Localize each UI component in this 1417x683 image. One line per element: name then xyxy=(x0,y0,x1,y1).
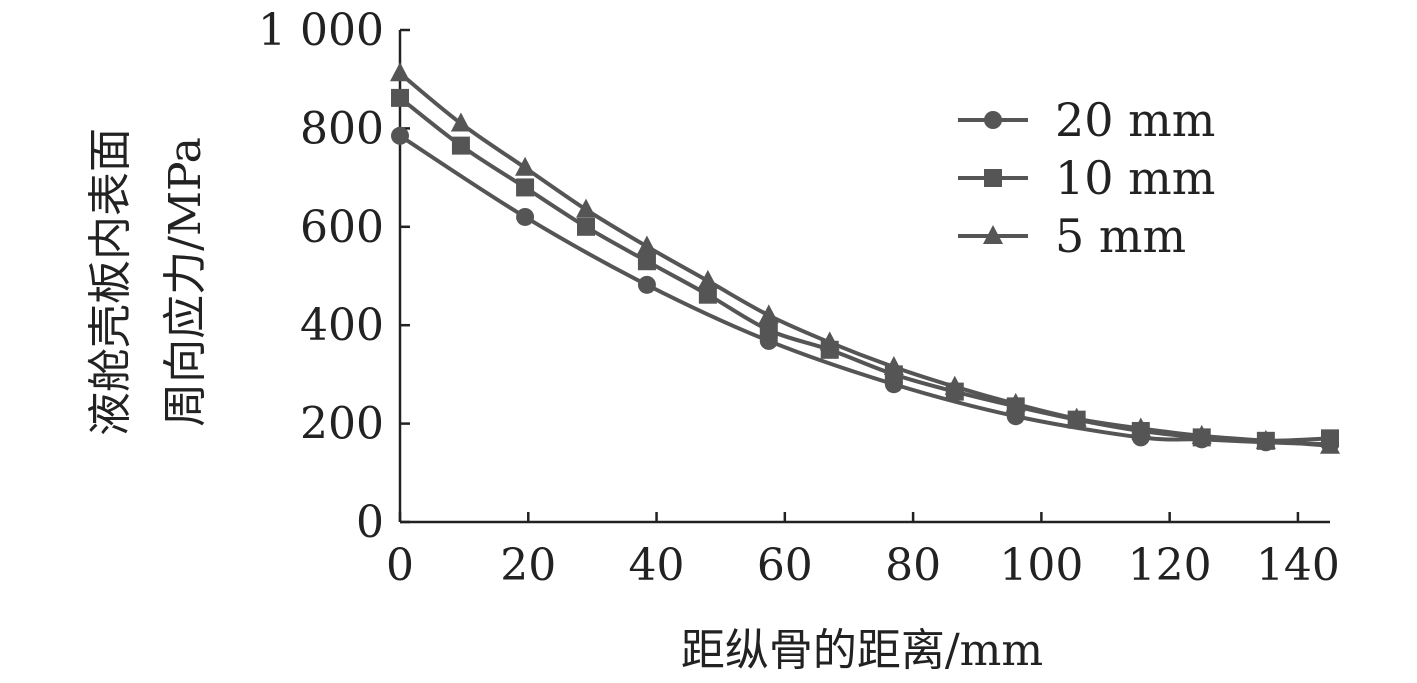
legend-item: 10 mm xyxy=(958,151,1215,205)
y-tick-label: 600 xyxy=(300,202,384,253)
data-point xyxy=(759,321,778,340)
y-axis-title-line: 周向应力/MPa xyxy=(160,137,211,427)
series-group xyxy=(390,62,1340,454)
y-axis-title: 液舱壳板内表面 周向应力/MPa xyxy=(85,128,211,436)
data-point xyxy=(1191,424,1212,444)
data-point xyxy=(758,304,779,324)
x-tick-label: 40 xyxy=(629,540,685,591)
data-point xyxy=(451,136,470,155)
series-triangle xyxy=(390,62,1340,454)
legend-label: 10 mm xyxy=(1055,151,1215,205)
legend-item: 20 mm xyxy=(958,93,1215,147)
data-point xyxy=(391,88,409,107)
series-line xyxy=(398,96,1331,443)
y-tick-label: 200 xyxy=(300,399,384,450)
data-point xyxy=(1066,407,1087,427)
data-point xyxy=(637,275,656,294)
x-tick-label: 0 xyxy=(386,540,414,591)
legend-label: 5 mm xyxy=(1055,209,1186,263)
data-point xyxy=(944,375,965,395)
legend-label: 20 mm xyxy=(1055,93,1215,147)
legend-marker xyxy=(984,169,1002,187)
data-point xyxy=(515,156,536,176)
data-point xyxy=(516,178,535,197)
data-point xyxy=(637,252,656,271)
legend-item: 5 mm xyxy=(958,209,1186,263)
data-point xyxy=(390,62,410,82)
x-tick-label: 80 xyxy=(885,540,941,591)
data-point xyxy=(1005,392,1026,412)
data-point xyxy=(576,198,596,218)
axes: 0 200 400 600 800 1 000 0 20 40 60 80 100 120 140 xyxy=(258,5,1340,591)
x-tick-label: 20 xyxy=(500,540,556,591)
legend-marker xyxy=(984,111,1002,129)
data-point xyxy=(450,112,471,132)
series-line xyxy=(398,71,1331,448)
x-axis-title: 距纵骨的距离/mm xyxy=(681,625,1043,676)
data-point xyxy=(819,331,840,351)
data-point xyxy=(1255,429,1276,449)
data-point xyxy=(1320,434,1340,454)
data-point xyxy=(697,269,718,289)
y-tick-label: 800 xyxy=(300,103,384,154)
data-point xyxy=(636,235,657,255)
x-tick-label: 140 xyxy=(1256,540,1340,591)
x-tick-label: 100 xyxy=(999,540,1083,591)
y-tick-label: 400 xyxy=(300,300,384,351)
data-point xyxy=(1130,417,1151,437)
data-point xyxy=(698,285,717,304)
data-point xyxy=(391,126,409,145)
x-tick-label: 60 xyxy=(757,540,813,591)
y-tick-label: 1 000 xyxy=(258,5,384,56)
y-axis-title-line: 液舱壳板内表面 xyxy=(85,128,136,436)
data-point xyxy=(516,207,535,226)
data-point xyxy=(577,217,595,236)
data-point xyxy=(883,356,904,376)
x-tick-label: 120 xyxy=(1128,540,1212,591)
legend-marker xyxy=(983,225,1003,244)
y-tick-label: 0 xyxy=(356,497,384,548)
